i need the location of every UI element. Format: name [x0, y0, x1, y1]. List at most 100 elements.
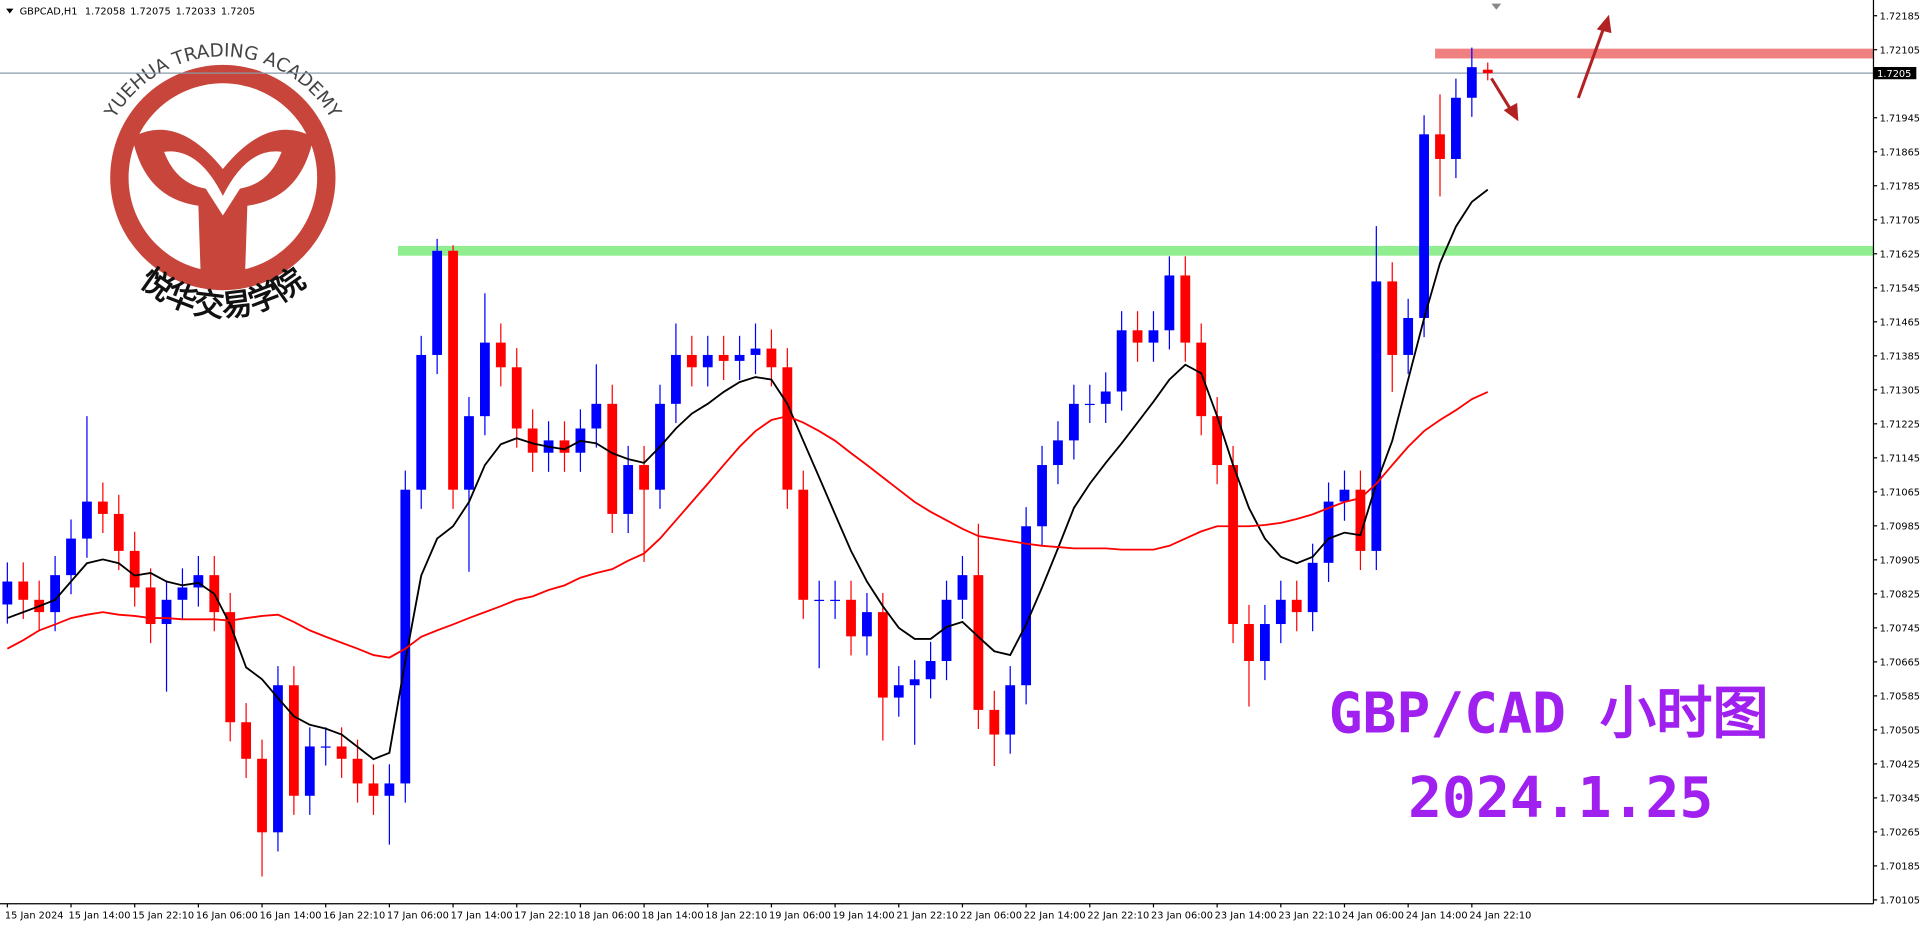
candle-body	[257, 758, 267, 833]
candle-body	[1212, 416, 1223, 466]
candle-body	[368, 783, 379, 796]
y-tick-label: 1.70505	[1880, 726, 1920, 737]
x-tick-label: 16 Jan 06:00	[196, 910, 258, 921]
logo-mark-cut	[164, 151, 282, 216]
candle-body	[50, 575, 60, 613]
candle-body	[129, 550, 140, 588]
candle-body	[1053, 440, 1063, 466]
candle-body	[225, 612, 236, 723]
candle-body	[66, 538, 76, 576]
candle-body	[1132, 330, 1143, 343]
candle-body	[686, 354, 697, 368]
overlay-date: 2024.1.25	[1408, 766, 1713, 831]
candle-body	[1275, 599, 1286, 625]
candle-body	[1339, 489, 1350, 502]
candle-body	[1435, 134, 1445, 159]
candle-body	[1196, 342, 1207, 417]
candle-body	[766, 348, 777, 368]
symbol: GBPCAD,H1	[20, 7, 78, 18]
ma-line	[7, 188, 1489, 761]
candle-body	[448, 250, 458, 490]
candle-body	[161, 599, 172, 625]
header-low: 1.72033	[176, 7, 216, 18]
y-tick-label: 1.70105	[1880, 896, 1920, 907]
candle-body	[909, 679, 920, 686]
y-tick-label: 1.71785	[1880, 181, 1920, 192]
candle-body	[400, 489, 411, 784]
candle-body	[304, 746, 315, 796]
x-tick-label: 24 Jan 14:00	[1406, 910, 1468, 921]
candle-body	[1403, 317, 1414, 355]
y-tick-label: 1.71945	[1880, 113, 1920, 124]
y-tick-label: 1.70745	[1880, 624, 1920, 635]
header: GBPCAD,H1 1.72058 1.72075 1.72033 1.7205	[20, 7, 256, 18]
candle-body	[607, 403, 618, 514]
scroll-marker	[1491, 3, 1502, 10]
candle-body	[1387, 281, 1398, 355]
candle-body	[671, 354, 681, 404]
y-tick-label: 1.70985	[1880, 522, 1920, 533]
x-tick-label: 16 Jan 14:00	[260, 910, 322, 921]
y-axis: 1.72185 1.72105 1.71945 1.71865 1.71785 1.717…	[5, 11, 1920, 921]
candle-body	[941, 599, 952, 662]
candle-body	[814, 599, 825, 602]
x-tick-label: 18 Jan 06:00	[578, 910, 640, 921]
candle-body	[1451, 97, 1461, 159]
candle-body	[1228, 465, 1238, 625]
candle-body	[1100, 391, 1111, 404]
candle-body	[1148, 330, 1159, 343]
y-tick-label: 1.71305	[1880, 385, 1920, 396]
candle-body	[1260, 624, 1270, 662]
candle-body	[384, 783, 395, 796]
candle-body	[702, 354, 713, 368]
candle-body	[527, 428, 538, 453]
current-price-box	[1873, 66, 1917, 80]
candle-body	[1084, 403, 1095, 406]
candle-body	[798, 489, 809, 600]
x-tick-label: 15 Jan 2024	[5, 910, 64, 921]
current-price-label: 1.7205	[1877, 69, 1911, 80]
candle-body	[1037, 465, 1047, 527]
candle-body	[193, 575, 204, 588]
y-tick-label: 1.70185	[1880, 862, 1920, 873]
candle-body	[830, 599, 840, 602]
y-tick-label: 1.71065	[1880, 487, 1920, 498]
arrow-up	[1576, 26, 1606, 99]
overlay-title: GBP/CAD 小时图	[1329, 681, 1769, 746]
x-tick-label: 18 Jan 22:10	[705, 910, 767, 921]
candle-body	[480, 342, 490, 417]
candle-body	[2, 581, 13, 605]
candle-body	[241, 722, 252, 759]
y-tick-label: 1.70265	[1880, 828, 1920, 839]
candle-body	[336, 746, 347, 759]
arrow-down-head	[1503, 102, 1519, 122]
candle-body	[1116, 330, 1127, 392]
candle-body	[623, 465, 634, 514]
candle-body	[495, 342, 506, 368]
candle-body	[718, 354, 729, 361]
plot	[0, 47, 1874, 877]
x-tick-label: 17 Jan 06:00	[387, 910, 449, 921]
candle-body	[1068, 403, 1079, 441]
candle-body	[639, 465, 649, 490]
candle-body	[989, 709, 1000, 735]
candle-body	[1323, 501, 1334, 563]
x-tick-label: 15 Jan 14:00	[69, 910, 131, 921]
candle-body	[352, 758, 363, 784]
x-tick-label: 19 Jan 14:00	[833, 910, 895, 921]
candle-body	[734, 354, 745, 361]
candle-body	[1419, 134, 1429, 318]
y-tick-label: 1.71705	[1880, 215, 1920, 226]
y-tick-label: 1.71145	[1880, 453, 1920, 464]
y-tick-label: 1.70345	[1880, 794, 1920, 805]
x-tick-label: 17 Jan 22:10	[514, 910, 576, 921]
candle-body	[893, 685, 904, 698]
y-tick-label: 1.70825	[1880, 590, 1920, 601]
y-tick-label: 1.71545	[1880, 283, 1920, 294]
candle-body	[432, 250, 443, 355]
y-tick-label: 1.71865	[1880, 147, 1920, 158]
x-tick-label: 22 Jan 14:00	[1024, 910, 1086, 921]
header-close: 1.7205	[221, 7, 255, 18]
